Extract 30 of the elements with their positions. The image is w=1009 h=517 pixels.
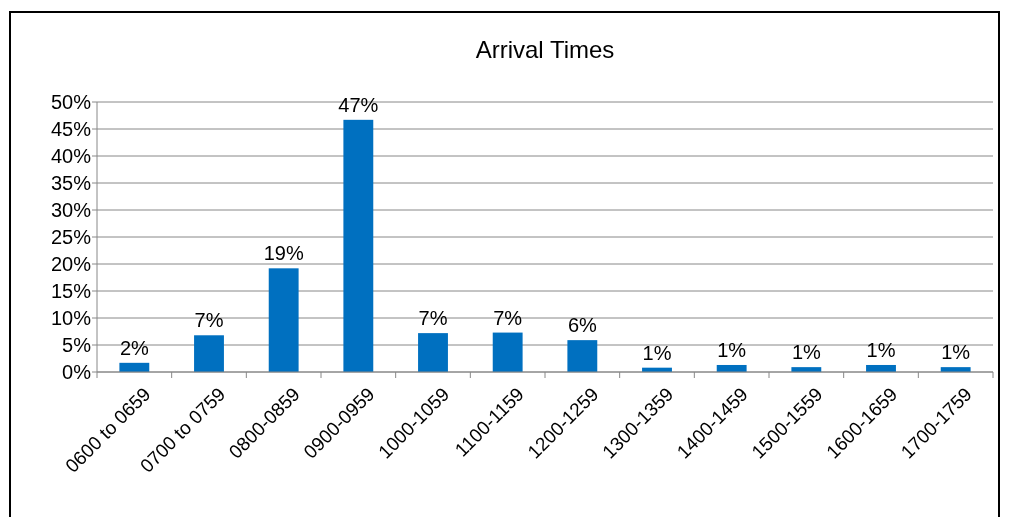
bar — [567, 340, 598, 372]
y-tick-label: 25% — [50, 226, 92, 248]
bar — [492, 332, 523, 372]
data-label: 19% — [263, 242, 304, 265]
data-label: 47% — [338, 93, 379, 116]
data-label: 1% — [941, 341, 971, 364]
y-tick-label: 10% — [50, 307, 92, 329]
bar — [418, 333, 448, 372]
y-tick-label: 40% — [50, 145, 92, 167]
data-label: 1% — [717, 338, 747, 361]
bar — [194, 335, 224, 372]
y-tick-label: 0% — [62, 361, 92, 383]
y-tick-label: 30% — [50, 199, 92, 221]
bar — [343, 119, 374, 372]
y-tick-label: 5% — [62, 334, 92, 356]
data-label: 7% — [194, 309, 224, 332]
y-tick-label: 50% — [50, 91, 92, 113]
y-tick-label: 45% — [50, 118, 92, 140]
data-label: 1% — [866, 338, 896, 361]
y-tick-label: 20% — [50, 253, 92, 275]
data-label: 2% — [119, 336, 149, 359]
data-label: 7% — [493, 306, 523, 329]
data-label: 6% — [567, 314, 597, 337]
data-label: 1% — [642, 341, 672, 364]
bar — [268, 268, 299, 372]
data-label: 7% — [418, 307, 448, 330]
y-tick-label: 15% — [50, 280, 92, 302]
y-tick-label: 35% — [50, 172, 92, 194]
chart-title: Arrival Times — [475, 36, 615, 63]
data-label: 1% — [791, 341, 821, 364]
